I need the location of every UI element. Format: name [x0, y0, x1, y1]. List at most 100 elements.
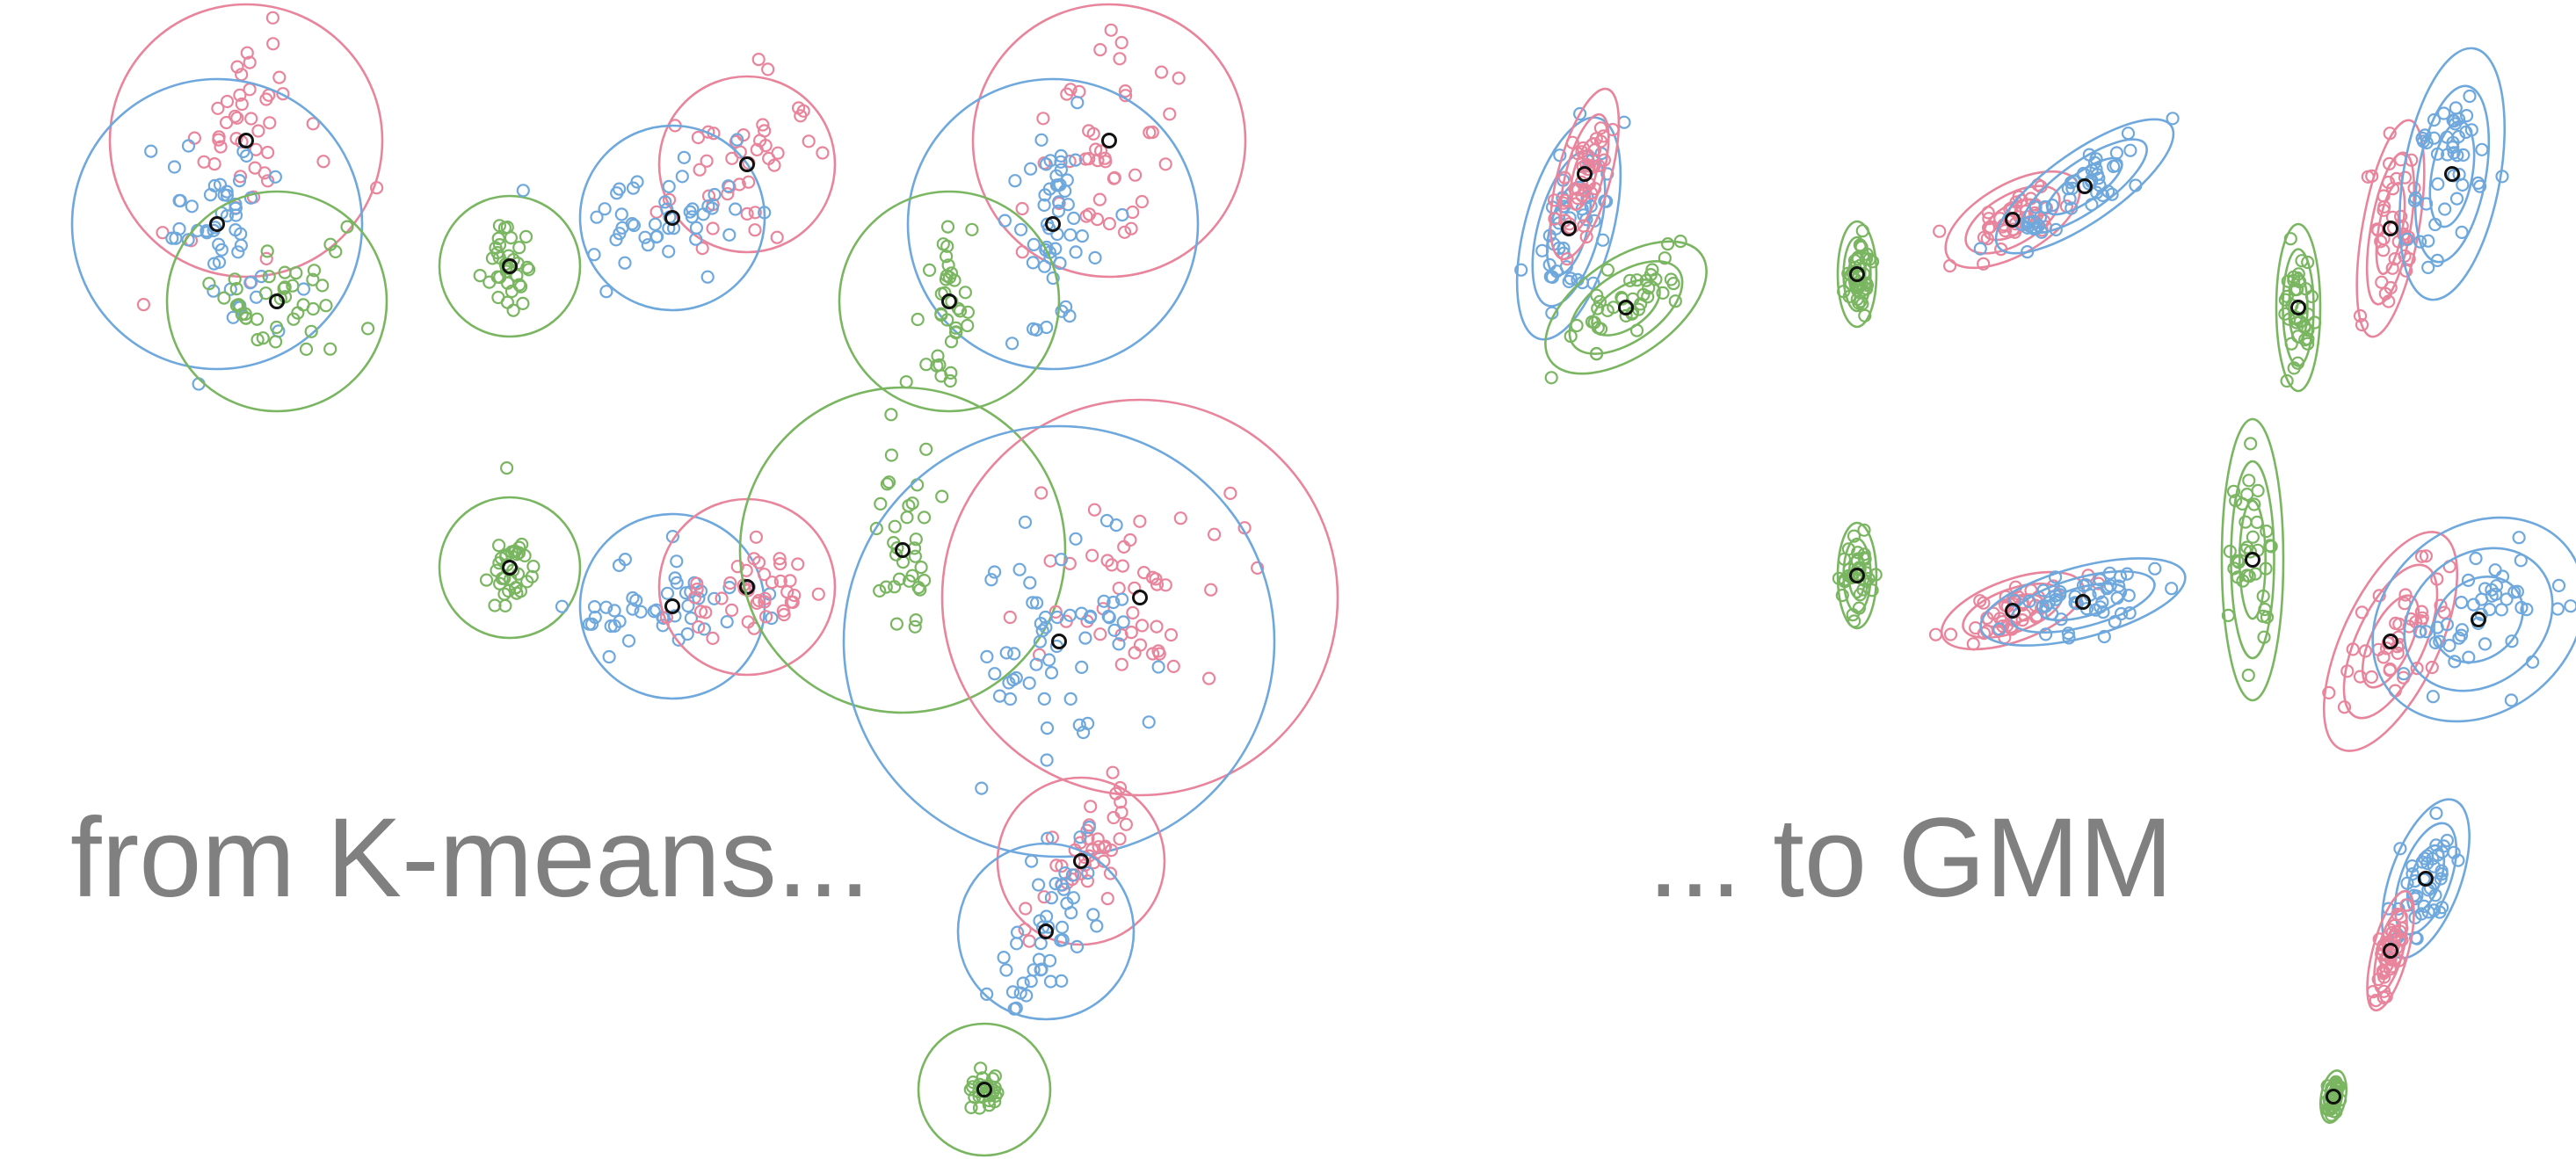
data-point: [212, 255, 227, 269]
data-point: [2408, 892, 2422, 906]
cluster-center: [238, 133, 254, 148]
cluster-center: [1051, 634, 1067, 649]
data-point: [2425, 660, 2439, 675]
data-point: [512, 241, 526, 255]
data-point: [490, 563, 504, 577]
data-point: [1039, 157, 1053, 171]
data-point: [750, 142, 764, 156]
data-point: [951, 301, 966, 315]
cluster-center: [664, 210, 680, 226]
cluster-center: [941, 293, 957, 309]
data-point: [2437, 605, 2451, 619]
data-point: [989, 1089, 1003, 1103]
data-point: [1101, 609, 1115, 624]
data-point: [1145, 647, 1160, 661]
data-point: [2398, 170, 2413, 185]
data-point: [748, 206, 762, 220]
data-point: [1154, 65, 1169, 79]
gmm-panel: [1836, 220, 1880, 329]
data-point: [1634, 297, 1648, 311]
data-point: [873, 583, 887, 598]
data-point: [491, 539, 506, 553]
data-point: [229, 299, 243, 313]
data-point: [2242, 474, 2256, 488]
data-point: [2123, 143, 2137, 157]
data-point: [706, 221, 720, 235]
kmeans-panel: [917, 1022, 1052, 1157]
data-point: [136, 298, 150, 312]
data-point: [1002, 676, 1016, 690]
data-point: [1044, 891, 1059, 905]
data-point: [2505, 634, 2519, 648]
pink-contour-mid: [2365, 151, 2416, 306]
data-point: [1010, 937, 1024, 951]
data-point: [2421, 260, 2435, 274]
data-point: [607, 619, 621, 634]
data-point: [1026, 256, 1041, 270]
data-point: [1107, 623, 1121, 637]
data-point: [207, 257, 221, 271]
data-point: [1073, 836, 1087, 850]
data-point: [212, 133, 226, 147]
data-point: [197, 155, 211, 169]
data-point: [670, 576, 684, 590]
data-point: [2239, 515, 2253, 529]
data-point: [1043, 974, 1058, 989]
data-point: [919, 358, 933, 372]
data-point: [1151, 660, 1165, 674]
data-point: [1040, 217, 1055, 231]
cluster-center: [1101, 133, 1117, 148]
data-point: [1039, 620, 1053, 634]
data-point: [1040, 721, 1055, 735]
data-point: [276, 87, 290, 101]
data-point: [949, 326, 963, 340]
data-point: [1172, 71, 1186, 85]
data-point: [2012, 190, 2026, 204]
data-point: [706, 631, 720, 646]
data-point: [1023, 162, 1038, 176]
blue-cluster-circle: [70, 77, 364, 371]
data-point: [2022, 215, 2036, 229]
data-point: [590, 210, 604, 224]
green-contour-inner: [2326, 1084, 2340, 1109]
data-point: [1992, 622, 2006, 636]
data-point: [2449, 192, 2464, 206]
data-point: [690, 576, 704, 590]
data-point: [1038, 610, 1053, 625]
pink-contour-mid: [1964, 185, 2061, 255]
data-point: [700, 270, 715, 284]
data-point: [1086, 908, 1100, 922]
data-point: [2419, 549, 2433, 563]
data-point: [1109, 518, 1123, 532]
data-point: [185, 199, 199, 214]
data-point: [2413, 625, 2427, 639]
data-point: [1034, 133, 1049, 147]
data-point: [2510, 584, 2524, 598]
data-point: [613, 227, 627, 241]
cluster-center: [502, 258, 518, 274]
data-point: [200, 226, 214, 240]
data-point: [499, 460, 514, 475]
data-point: [630, 175, 644, 189]
blue-cluster-circle: [842, 424, 1276, 858]
data-point: [687, 590, 702, 605]
data-point: [1003, 692, 1018, 706]
data-point: [1090, 919, 1104, 933]
data-point: [2419, 625, 2433, 639]
data-point: [1116, 615, 1130, 629]
data-point: [1051, 204, 1066, 218]
data-point: [1056, 932, 1070, 947]
data-point: [1029, 322, 1043, 337]
data-point: [614, 207, 628, 221]
data-point: [1055, 920, 1070, 935]
data-point: [1092, 840, 1106, 854]
pink-contour-mid: [2373, 908, 2408, 994]
pink-cluster-circle: [940, 398, 1339, 797]
green-contour-mid: [2282, 248, 2315, 367]
data-point: [1073, 830, 1087, 844]
data-point: [751, 52, 766, 67]
data-point: [1544, 371, 1558, 385]
data-point: [1124, 221, 1138, 235]
data-point: [1012, 562, 1027, 576]
data-point: [884, 448, 899, 462]
